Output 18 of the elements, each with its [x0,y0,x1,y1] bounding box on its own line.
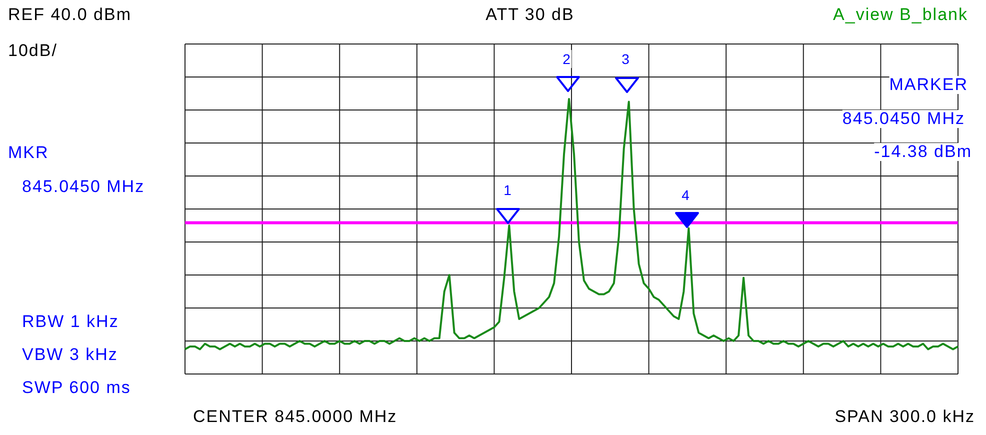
annotation: 1 [504,181,512,199]
text: MKR [8,143,49,162]
text: MARKER [889,75,968,94]
text: A_view B_blank [833,5,968,24]
text: REF 40.0 dBm [8,5,132,24]
text: VBW 3 kHz [22,345,118,364]
annotation: 4 [682,186,690,204]
text: SWP 600 ms [22,378,131,397]
text: SPAN 300.0 kHz [834,407,975,426]
text: 3 [622,50,630,68]
text: CENTER 845.0000 MHz [193,407,398,426]
text: RBW 1 kHz [22,312,119,331]
text: 2 [562,50,572,68]
text: ATT 30 dB [486,5,574,24]
text: 845.0450 MHz [22,177,145,196]
text: 10dB/ [8,41,58,60]
annotation: 845.0450 MHz [842,109,965,128]
annotation: -14.38 dBm [874,142,972,161]
